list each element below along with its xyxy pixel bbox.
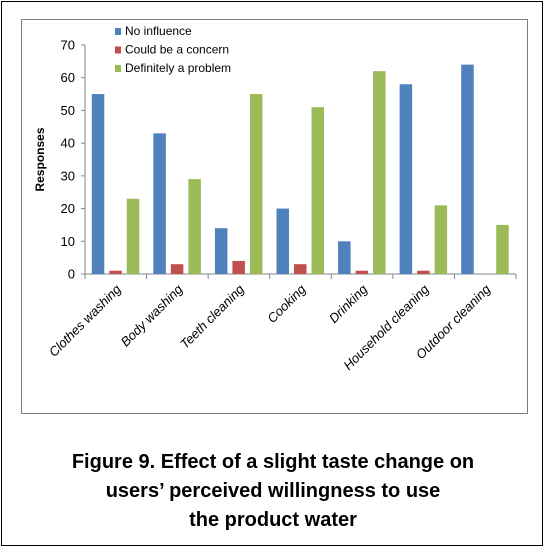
bar-chart: 0 10 20 30 40 50 60 70 Responses Clothes washingB… [33,24,517,373]
bar-could-be-a-concern-household-cleaning [417,270,430,274]
y-tick-label: 50 [61,103,75,118]
y-tick-label: 10 [61,234,75,249]
y-tick-label: 0 [68,267,75,282]
bar-no-influence-cooking [276,208,289,274]
x-category-label: Body washing [118,281,186,349]
y-tick-label: 40 [61,136,75,151]
bar-no-influence-household-cleaning [399,84,413,274]
figure-caption: Figure 9. Effect of a slight taste chang… [14,448,532,535]
bar-no-influence-clothes-washing [91,94,105,274]
bar-could-be-a-concern-body-washing [170,264,184,274]
chart-area: 0 10 20 30 40 50 60 70 Responses Clothes washing B… [21,19,528,414]
bar-could-be-a-concern-teeth-cleaning [232,260,245,274]
bar-definitely-a-problem-cooking [311,107,324,275]
x-category-label: Drinking [326,281,371,326]
y-axis-label: Responses [33,127,47,191]
bar-no-influence-teeth-cleaning [214,228,228,274]
legend-label: No influence [125,24,192,38]
y-tick-label: 70 [61,38,75,53]
bar-definitely-a-problem-body-washing [188,179,201,274]
x-category-label: Clothes washing [46,281,125,360]
x-category-label: Teeth cleaning [177,281,248,352]
bar-definitely-a-problem-household-cleaning [434,205,448,274]
bar-could-be-a-concern-cooking [294,264,307,274]
bar-definitely-a-problem-drinking [373,71,386,274]
y-tick-label: 20 [61,201,75,216]
caption-line-2: users’ perceived willingness to use [105,480,441,502]
bar-definitely-a-problem-clothes-washing [126,198,140,274]
x-category-label: Cooking [264,281,309,326]
y-tick-label: 60 [61,70,75,85]
bar-no-influence-outdoor-cleaning [461,64,474,274]
legend-swatch [115,65,121,72]
y-tick-label: 30 [61,168,75,183]
bar-no-influence-body-washing [153,133,166,274]
bar-could-be-a-concern-drinking [355,270,369,274]
bar-definitely-a-problem-outdoor-cleaning [496,224,509,274]
legend-swatch [115,46,121,54]
caption-line-3: the product water [189,509,357,531]
bar-definitely-a-problem-teeth-cleaning [249,94,263,274]
legend-label: Could be a concern [125,43,229,57]
bar-could-be-a-concern-clothes-washing [109,270,122,274]
legend-label: Definitely a problem [125,61,231,75]
caption-line-1: Figure 9. Effect of a slight taste chang… [71,451,475,473]
legend-swatch [115,28,121,35]
bar-no-influence-drinking [338,241,351,274]
